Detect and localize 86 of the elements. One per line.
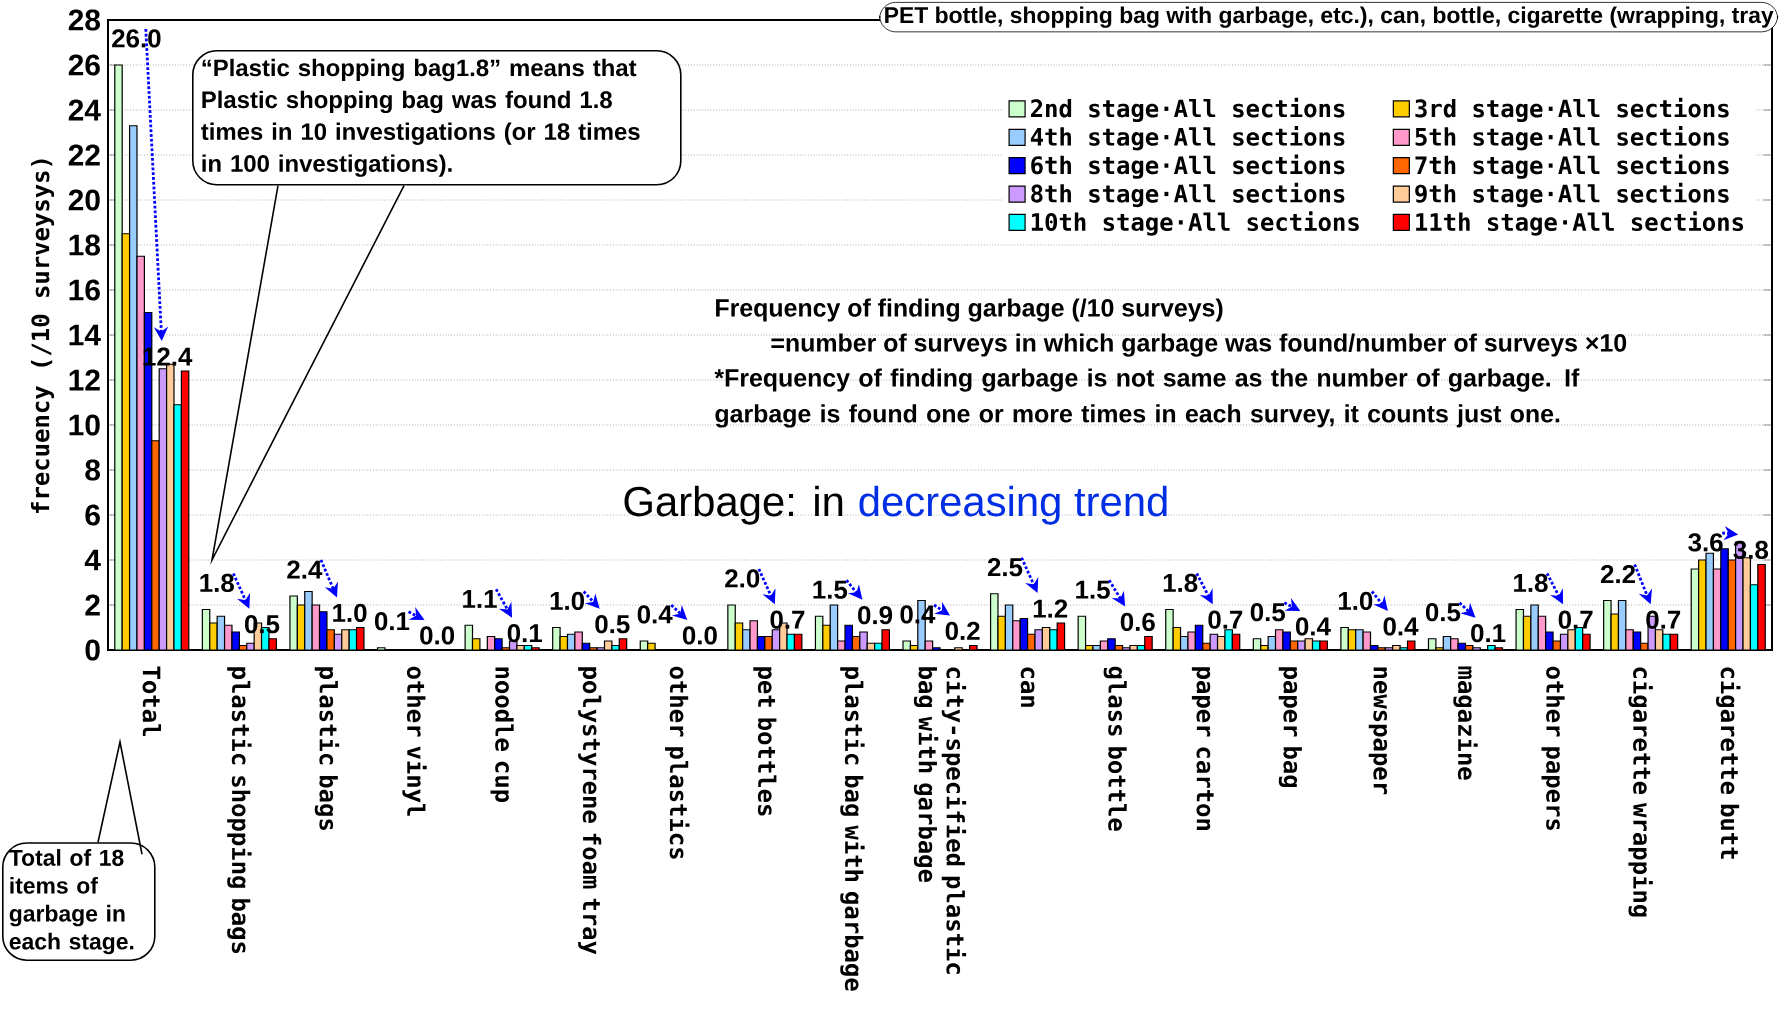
x-tick-label: polystyrene foam tray: [578, 667, 602, 955]
legend-label: 11th stage·All sections: [1416, 211, 1744, 236]
data-label: 0.4: [637, 605, 673, 624]
y-tick-label: 0: [85, 639, 100, 661]
data-label: 2.0: [725, 569, 760, 588]
y-tick-label: 22: [68, 144, 100, 166]
data-label: 2.2: [1600, 565, 1636, 584]
data-label: 2.5: [987, 558, 1023, 577]
data-label: 1.2: [1033, 599, 1068, 618]
annotation: *Frequency of finding garbage is not same as the number of garbage. If garbage is found one or more times in each survey, it counts just one.: [714, 368, 1580, 428]
legend-label: 9th stage·All sections: [1415, 182, 1729, 208]
data-label: 1.5: [813, 580, 848, 599]
x-tick-label: cigarette wrapping: [1628, 667, 1653, 917]
legend-label: 8th stage·All sections: [1031, 182, 1345, 208]
x-tick-label: Total: [142, 666, 162, 736]
annotation: “Plastic shopping bag1.8” means that Plastic shopping bag was found 1.8 times in 10 investigations (or 18 times in 100 investigations).: [201, 58, 640, 177]
data-label: 0.5: [1250, 603, 1286, 622]
legend-label: 3rd stage·All sections: [1415, 97, 1729, 123]
y-tick-label: 2: [85, 594, 100, 616]
y-tick-label: 14: [69, 324, 101, 346]
x-tick-label: glass bottle: [1103, 666, 1127, 831]
annotation: =number of surveys in which garbage was found/number of surveys ×10: [771, 333, 1627, 357]
y-tick-label: 24: [68, 99, 101, 121]
legend-label: 4th stage·All sections: [1030, 126, 1345, 151]
x-tick-label: other plastics: [665, 666, 690, 859]
data-label: 1.8: [1514, 573, 1548, 593]
x-tick-label: newspaper: [1368, 667, 1388, 795]
data-label: 1.8: [200, 573, 234, 593]
data-label: 0.7: [1208, 610, 1243, 629]
annotation: Garbage: in: [624, 485, 843, 525]
data-label: 1.0: [550, 591, 585, 611]
data-label: 0.0: [682, 626, 717, 645]
x-tick-label: plastic bag with garbage: [840, 667, 865, 991]
data-label: 1.1: [463, 590, 497, 608]
x-tick-label: pet bottles: [753, 667, 777, 816]
y-tick-label: 4: [84, 549, 101, 571]
y-tick-label: 26: [68, 54, 100, 76]
text: Total of 18 items of garbage in each stage.: [9, 849, 134, 955]
data-label: 1.0: [333, 603, 367, 623]
x-tick-label: plastic bags: [314, 667, 340, 830]
data-label: 0.4: [1383, 617, 1419, 636]
legend-label: 7th stage·All sections: [1415, 154, 1729, 179]
annotation: PET bottle, shopping bag with garbage, etc.), can, bottle, cigarette (wrapping, tray: [885, 6, 1774, 28]
x-tick-label: noodle cup: [490, 667, 514, 802]
x-tick-label: other vinyl: [402, 666, 427, 816]
data-label: 0.2: [945, 621, 980, 641]
data-label: 0.9: [858, 606, 893, 625]
data-label: 2.4: [287, 560, 323, 579]
y-tick-label: 16: [69, 279, 100, 301]
y-tick-label: 20: [68, 189, 100, 211]
x-tick-label: paper carton: [1191, 667, 1214, 830]
legend-label: 2nd stage·All sections: [1031, 97, 1345, 123]
data-label: 0.7: [1558, 610, 1593, 629]
data-label: 0.4: [1295, 617, 1331, 636]
annotation: Frequency of finding garbage (/10 surveys): [716, 298, 1223, 322]
y-tick-label: 18: [69, 234, 101, 256]
x-tick-label: paper bag: [1278, 667, 1302, 788]
y-tick-label: 6: [85, 504, 100, 526]
data-label: 1.5: [1076, 580, 1110, 599]
data-label: 0.5: [1425, 603, 1461, 622]
data-label: 0.6: [1120, 612, 1155, 632]
data-label: 1.0: [1338, 591, 1373, 611]
x-tick-label: can: [1020, 667, 1035, 707]
legend-label: 5th stage·All sections: [1415, 126, 1729, 151]
data-label: 0.1: [507, 624, 542, 643]
data-label: 0.5: [595, 615, 630, 634]
y-tick-label: 8: [85, 459, 101, 481]
y-axis-title: frecuency (/10 surveysys): [30, 159, 55, 513]
data-label: 3.6: [1688, 533, 1723, 552]
y-tick-label: 28: [68, 9, 101, 31]
x-tick-label: other papers: [1541, 666, 1565, 830]
data-label: 1.8: [1163, 573, 1198, 593]
y-tick-label: 10: [69, 414, 100, 436]
y-tick-label: 12: [69, 369, 100, 391]
x-tick-label: plastic shopping bags: [227, 667, 252, 954]
legend-label: 10th stage·All sections: [1031, 211, 1359, 236]
data-label: 26.0: [112, 29, 161, 48]
data-label: 0.7: [770, 610, 805, 629]
x-tick-label: cigarette butt: [1716, 667, 1741, 859]
x-tick-label: magazine: [1453, 666, 1478, 780]
data-label: 0.5: [244, 615, 280, 634]
legend-label: 6th stage·All sections: [1031, 154, 1345, 179]
data-label: 0.1: [1471, 624, 1506, 643]
data-label: 0.0: [420, 626, 455, 645]
data-label: 0.1: [374, 612, 410, 631]
annotation: decreasing trend: [859, 485, 1167, 525]
